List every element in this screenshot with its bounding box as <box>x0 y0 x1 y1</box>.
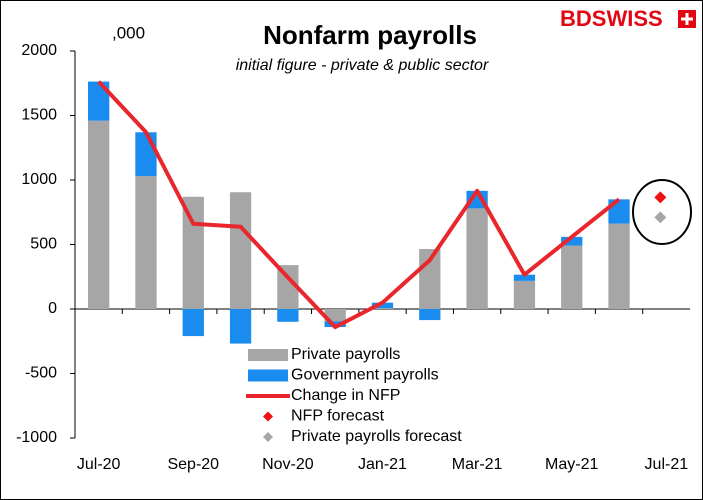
forecast-circle <box>632 179 692 245</box>
bar <box>182 309 204 337</box>
bar <box>229 192 252 309</box>
bar <box>324 321 346 328</box>
legend-swatch <box>263 411 273 422</box>
bar <box>135 176 157 309</box>
bar <box>135 132 157 177</box>
line <box>97 80 621 330</box>
bar <box>277 265 299 309</box>
x-tick-label: Jan-21 <box>358 456 407 473</box>
legend-swatch <box>248 369 288 382</box>
bar <box>88 81 110 121</box>
bar <box>88 120 110 309</box>
legend-label: Change in NFP <box>291 387 400 404</box>
legend-label: Government payrolls <box>291 367 439 384</box>
logo-plus <box>681 13 693 25</box>
y-tick-label: 500 <box>30 236 57 253</box>
x-tick-label: May-21 <box>545 456 598 473</box>
y-tick-label: -1000 <box>16 429 57 446</box>
bar <box>371 302 394 309</box>
forecast-marker <box>654 211 667 224</box>
legend-swatch <box>263 432 273 442</box>
y-tick-label: 1500 <box>21 107 57 124</box>
y-tick-label: 2000 <box>21 42 57 59</box>
y-tick-label: 0 <box>48 300 57 317</box>
legend-label: NFP forecast <box>291 408 385 425</box>
bar <box>324 309 346 322</box>
y-tick-label: 1000 <box>21 171 57 188</box>
chart-title: Nonfarm payrolls <box>263 20 477 50</box>
logo: BDSWISS <box>560 6 663 31</box>
unit-note: ,000 <box>112 23 145 42</box>
bar <box>277 309 299 322</box>
x-tick-label: Jul-21 <box>645 456 689 473</box>
legend-label: Private payrolls forecast <box>291 428 462 445</box>
x-tick-label: Mar-21 <box>452 456 503 473</box>
bar <box>513 274 536 281</box>
bar <box>513 280 536 309</box>
forecast-marker <box>654 191 667 204</box>
legend-swatch <box>248 349 288 361</box>
bar <box>466 208 488 309</box>
x-tick-label: Nov-20 <box>262 456 314 473</box>
bar <box>419 309 441 321</box>
x-tick-label: Jul-20 <box>77 456 121 473</box>
y-tick-label: -500 <box>25 365 57 382</box>
x-tick-label: Sep-20 <box>167 456 219 473</box>
legend-label: Private payrolls <box>291 346 400 363</box>
bar <box>561 245 583 309</box>
bar <box>561 236 583 246</box>
bar <box>229 309 252 344</box>
bar <box>371 308 394 309</box>
bar <box>608 223 630 309</box>
chart-subtitle: initial figure - private & public sector <box>236 57 489 74</box>
